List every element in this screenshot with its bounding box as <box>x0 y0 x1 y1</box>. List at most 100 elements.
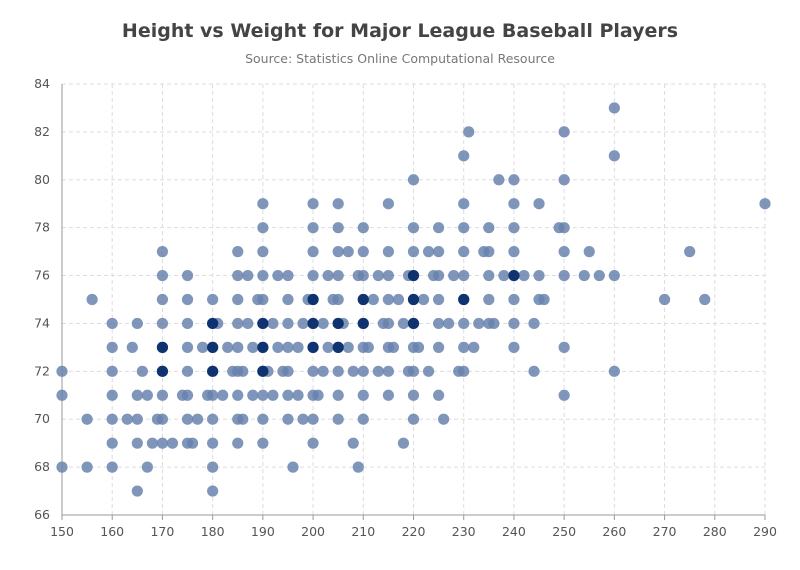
x-tick-label: 180 <box>201 524 225 539</box>
data-point <box>267 317 279 330</box>
data-point <box>257 222 269 234</box>
data-point <box>307 317 319 330</box>
data-point <box>181 341 194 353</box>
data-point <box>272 269 284 282</box>
data-point <box>433 246 445 258</box>
data-point <box>131 413 143 425</box>
data-point <box>332 246 344 258</box>
y-tick-label: 82 <box>34 124 50 139</box>
data-point <box>558 269 570 282</box>
data-point <box>443 317 455 330</box>
y-tick-label: 80 <box>34 172 50 187</box>
data-point <box>433 317 445 330</box>
data-point <box>131 389 143 401</box>
data-point <box>257 317 269 330</box>
data-point <box>433 341 445 353</box>
data-point <box>407 174 420 186</box>
data-point <box>156 365 169 377</box>
data-point <box>131 485 143 497</box>
data-point <box>181 317 194 330</box>
data-point <box>257 413 269 425</box>
data-point <box>307 413 319 425</box>
data-point <box>106 341 118 353</box>
data-point <box>558 174 570 186</box>
data-point <box>357 389 369 401</box>
data-point <box>207 293 219 306</box>
y-tick-label: 72 <box>34 363 50 378</box>
data-point <box>332 293 344 306</box>
data-point <box>56 365 68 377</box>
data-point <box>357 269 369 282</box>
data-point <box>382 269 394 282</box>
data-point <box>131 317 143 330</box>
data-point <box>307 437 319 449</box>
data-point <box>528 317 540 330</box>
data-point <box>422 246 435 258</box>
data-point <box>382 389 394 401</box>
data-point <box>342 341 354 353</box>
data-point <box>322 269 334 282</box>
x-tick-label: 220 <box>402 524 426 539</box>
data-point <box>197 341 209 353</box>
x-tick-label: 230 <box>452 524 476 539</box>
data-point <box>181 365 194 377</box>
data-point <box>332 317 344 330</box>
data-point <box>191 413 204 425</box>
data-point <box>207 413 219 425</box>
data-point <box>422 365 435 377</box>
data-point <box>207 389 219 401</box>
data-point <box>237 413 249 425</box>
data-point <box>282 389 294 401</box>
data-point <box>382 246 394 258</box>
data-point <box>332 341 344 353</box>
data-point <box>558 126 570 138</box>
data-point <box>232 317 244 330</box>
data-point <box>282 269 294 282</box>
data-point <box>608 365 620 377</box>
data-point <box>257 389 269 401</box>
data-point <box>357 246 369 258</box>
data-point <box>342 246 354 258</box>
data-point <box>684 246 696 258</box>
data-point <box>282 293 294 306</box>
data-point <box>307 365 319 377</box>
data-point <box>317 317 329 330</box>
data-point <box>156 293 169 306</box>
data-point <box>483 269 495 282</box>
data-point <box>458 365 470 377</box>
data-point <box>397 437 410 449</box>
data-point <box>448 269 460 282</box>
data-point <box>608 150 620 162</box>
data-point <box>508 293 520 306</box>
data-point <box>433 222 445 234</box>
data-point <box>508 222 520 234</box>
data-point <box>332 269 344 282</box>
data-point <box>126 341 138 353</box>
data-point <box>593 269 605 282</box>
data-point <box>282 365 294 377</box>
x-tick-label: 150 <box>50 524 74 539</box>
data-point <box>508 341 520 353</box>
x-tick-label: 210 <box>351 524 375 539</box>
data-point <box>382 317 394 330</box>
data-point <box>498 269 510 282</box>
data-point <box>257 246 269 258</box>
chart-title: Height vs Weight for Major League Baseba… <box>121 20 679 42</box>
x-tick-label: 260 <box>602 524 626 539</box>
data-point <box>317 365 329 377</box>
x-tick-label: 160 <box>100 524 124 539</box>
data-point <box>483 293 495 306</box>
data-point <box>483 246 495 258</box>
data-point <box>121 413 133 425</box>
data-point <box>538 293 550 306</box>
data-point <box>458 246 470 258</box>
data-point <box>287 461 299 473</box>
data-point <box>347 365 359 377</box>
data-point <box>217 389 229 401</box>
data-point <box>473 317 485 330</box>
data-point <box>232 246 244 258</box>
data-point <box>257 198 269 210</box>
data-point <box>81 413 93 425</box>
data-point <box>397 317 410 330</box>
